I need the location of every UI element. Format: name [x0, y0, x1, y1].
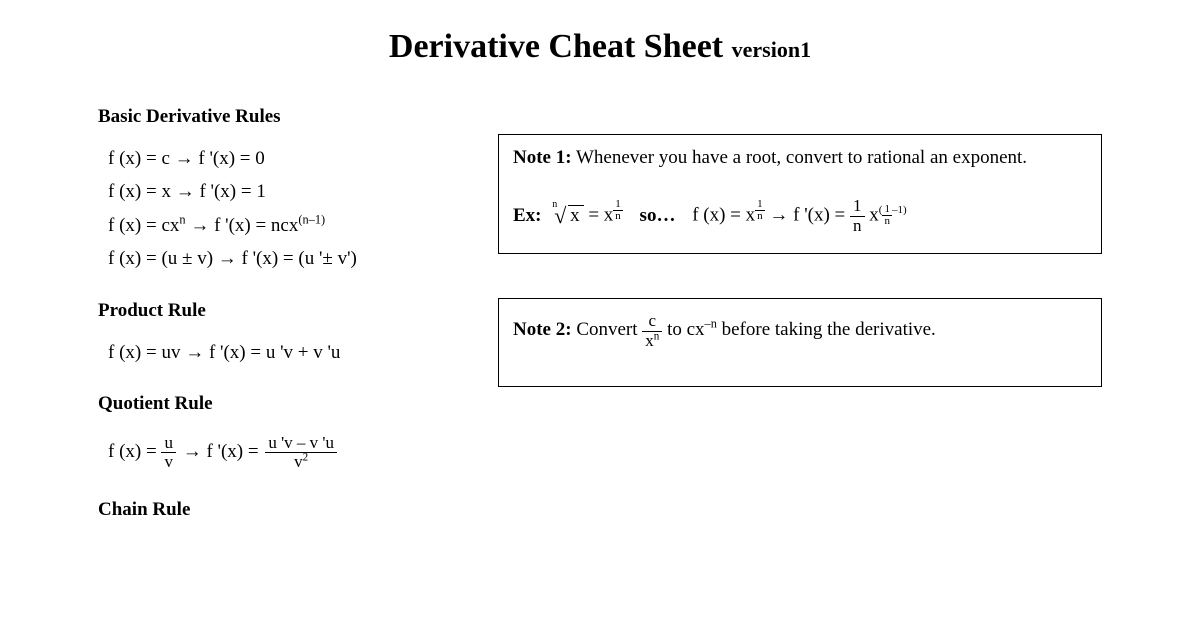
note2-frac: cxn [642, 312, 662, 350]
note1-coeff-frac: 1n [850, 197, 865, 235]
power-rule-exp-nm1: (n–1) [298, 213, 325, 227]
note-2-box: Note 2: Convert cxn to cx–n before takin… [498, 298, 1102, 387]
left-column: Basic Derivative Rules f (x) = c → f '(x… [98, 106, 498, 537]
quotient-frac-result: u 'v – v 'u v2 [265, 434, 337, 472]
note-2-label: Note 2: [513, 319, 572, 340]
note2-frac-num: c [642, 312, 662, 332]
chain-rule-heading: Chain Rule [98, 499, 498, 521]
note2-frac-den: xn [642, 332, 662, 351]
note1-exp-1n-left: 1n [613, 199, 623, 222]
quotient-frac-result-num: u 'v – v 'u [265, 434, 337, 454]
exp-num: 1 [613, 199, 623, 211]
note-1-math: Ex: n √ x = x1n so… f (x) = x1n → f '(x)… [513, 197, 1087, 235]
note1-exp-1n-right: 1n [755, 199, 765, 222]
exp-den-r: n [755, 211, 765, 222]
rule-constant: f (x) = c → f '(x) = 0 [108, 144, 498, 173]
title-version: version1 [732, 37, 811, 62]
note1-eq-mid: = x [588, 205, 613, 226]
quotient-rule-block: f (x) = u v → f '(x) = u 'v – v 'u v2 [98, 431, 498, 473]
quotient-frac-uv: u v [161, 434, 176, 472]
note-1-label: Note 1: [513, 147, 572, 168]
note-1-box: Note 1: Whenever you have a root, conver… [498, 134, 1102, 254]
rule-power: f (x) = cxn → f '(x) = ncx(n–1) [108, 211, 498, 240]
exp-tail: –1) [892, 204, 907, 216]
quotient-mid: → f '(x) = [181, 441, 266, 462]
root-index: n [552, 199, 557, 210]
quotient-left: f (x) = [108, 441, 157, 462]
exp-num-r: 1 [755, 199, 765, 211]
quotient-den-sup: 2 [303, 452, 309, 464]
note1-so: so… [628, 205, 688, 226]
note2-den-base: x [645, 331, 654, 350]
note2-text-a: Convert [572, 319, 643, 340]
coeff-num: 1 [850, 197, 865, 217]
note2-text-b: to cx [662, 319, 704, 340]
coeff-den: n [850, 217, 865, 236]
note1-right-c: x [865, 205, 879, 226]
basic-rules-heading: Basic Derivative Rules [98, 106, 498, 128]
note2-den-sup: n [654, 330, 660, 342]
rule-product: f (x) = uv → f '(x) = u 'v + v 'u [108, 338, 498, 367]
power-rule-mid: → f '(x) = ncx [186, 215, 299, 236]
note-2-line: Note 2: Convert cxn to cx–n before takin… [513, 311, 1087, 350]
content-columns: Basic Derivative Rules f (x) = c → f '(x… [0, 106, 1200, 537]
note-1-ex-label: Ex: [513, 205, 550, 226]
power-rule-left: f (x) = cx [108, 215, 179, 236]
rule-quotient: f (x) = u v → f '(x) = u 'v – v 'u v2 [108, 431, 498, 473]
product-rule-block: f (x) = uv → f '(x) = u 'v + v 'u [98, 338, 498, 367]
product-rule-heading: Product Rule [98, 300, 498, 322]
note1-right-a: f (x) = x [692, 205, 755, 226]
rule-identity: f (x) = x → f '(x) = 1 [108, 177, 498, 206]
title-main: Derivative Cheat Sheet [389, 28, 723, 65]
quotient-frac-result-den: v2 [265, 453, 337, 472]
exp-den: n [613, 211, 623, 222]
right-column: Note 1: Whenever you have a root, conver… [498, 106, 1102, 537]
quotient-frac-uv-num: u [161, 434, 176, 454]
nth-root: n √ x [554, 203, 583, 229]
quotient-den-base: v [294, 452, 303, 471]
note2-neg-n: –n [705, 317, 717, 331]
page: Derivative Cheat Sheet version1 Basic De… [0, 0, 1200, 630]
exp-fd: n [882, 216, 892, 227]
root-radicand: x [568, 205, 584, 227]
quotient-rule-heading: Quotient Rule [98, 393, 498, 415]
exp-frac-final: 1n [882, 204, 892, 227]
rule-sum: f (x) = (u ± v) → f '(x) = (u '± v') [108, 244, 498, 273]
note2-text-c: before taking the derivative. [717, 319, 936, 340]
note-1-text-line: Note 1: Whenever you have a root, conver… [513, 147, 1087, 169]
page-title: Derivative Cheat Sheet version1 [0, 28, 1200, 66]
quotient-frac-uv-den: v [161, 453, 176, 472]
note1-final-exp: (1n–1) [879, 204, 907, 216]
note1-right-b: → f '(x) = [765, 205, 850, 226]
basic-rules-list: f (x) = c → f '(x) = 0 f (x) = x → f '(x… [98, 144, 498, 274]
note-1-text: Whenever you have a root, convert to rat… [572, 147, 1027, 168]
